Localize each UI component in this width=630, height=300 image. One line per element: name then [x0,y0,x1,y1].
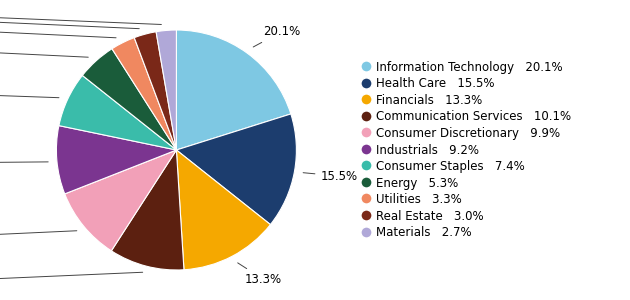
Legend: Information Technology   20.1%, Health Care   15.5%, Financials   13.3%, Communi: Information Technology 20.1%, Health Car… [358,58,574,242]
Wedge shape [59,75,176,150]
Wedge shape [65,150,176,251]
Wedge shape [112,38,176,150]
Text: 10.1%: 10.1% [0,272,142,287]
Wedge shape [156,30,176,150]
Text: 2.7%: 2.7% [0,10,161,25]
Wedge shape [83,49,176,150]
Text: 9.9%: 9.9% [0,230,77,242]
Text: 13.3%: 13.3% [238,263,282,286]
Wedge shape [112,150,184,270]
Wedge shape [176,30,291,150]
Wedge shape [176,150,270,270]
Text: 5.3%: 5.3% [0,45,88,58]
Wedge shape [176,114,296,225]
Text: 3.3%: 3.3% [0,24,116,38]
Text: 20.1%: 20.1% [253,25,300,47]
Text: 3.0%: 3.0% [0,14,139,29]
Text: 15.5%: 15.5% [303,169,358,183]
Text: 7.4%: 7.4% [0,88,59,101]
Wedge shape [57,126,176,194]
Text: 9.2%: 9.2% [0,156,48,169]
Wedge shape [134,32,176,150]
